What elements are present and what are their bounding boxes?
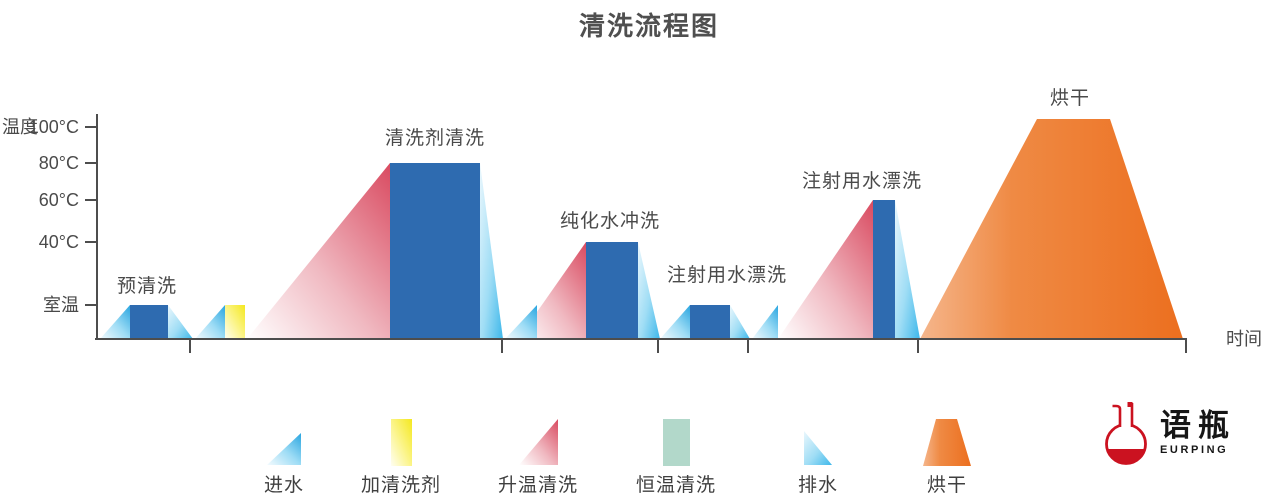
swatch-shape (662, 419, 690, 466)
segment-inlet (660, 305, 690, 339)
legend-label: 加清洗剂 (360, 475, 441, 496)
stage-label: 清洗剂清洗 (385, 127, 485, 149)
swatch-shape (923, 419, 971, 466)
stage-label: 注射用水漂洗 (802, 170, 922, 192)
segment-hold (690, 305, 730, 339)
brand-logo: 语瓶 EURPING (1100, 400, 1236, 466)
swatch-shape (267, 433, 301, 465)
y-axis-title: 温度 (2, 117, 38, 137)
segment-heat (247, 163, 390, 339)
legend-item-inlet: 进水 (224, 408, 344, 497)
y-tick-label: 80°C (39, 153, 79, 173)
legend: 进水 加清洗剂 升温清洗 恒温清洗 排水 烘干 (0, 408, 1268, 499)
segment-hold (390, 163, 480, 339)
segment-drain (168, 305, 193, 339)
y-tick-label: 100°C (29, 117, 79, 137)
legend-swatch-box (662, 408, 690, 466)
segment-inlet (195, 305, 225, 339)
legend-swatch-box (266, 408, 302, 466)
swatch-shape (518, 419, 558, 465)
segment-drain (638, 242, 660, 339)
logo-name: 语瓶 (1160, 408, 1236, 443)
segment-dry (920, 119, 1183, 339)
segment-inlet (100, 305, 130, 339)
process-chart: 100°C 80°C 60°C 40°C 室温 温度 时间 预清洗 清洗剂清洗 纯化水冲洗 注射用… (2, 87, 1262, 353)
legend-item-hold-const: 恒温清洗 (616, 408, 736, 497)
legend-label: 进水 (263, 475, 304, 496)
y-tick-label: 40°C (39, 232, 79, 252)
segment-inlet (505, 305, 537, 339)
drain-swatch-icon (804, 431, 832, 465)
stage-label: 烘干 (1050, 87, 1090, 109)
stage-shapes (100, 119, 1183, 339)
heat-swatch-icon (518, 419, 558, 465)
segment-inlet (752, 305, 778, 339)
stage-label: 注射用水漂洗 (667, 264, 787, 286)
legend-item-dry: 烘干 (887, 408, 1007, 497)
stage-label: 预清洗 (117, 275, 177, 297)
segment-drain (730, 305, 750, 339)
detergent-swatch-icon (390, 419, 412, 466)
y-tick-label: 室温 (43, 295, 79, 315)
swatch-shape (390, 419, 412, 466)
segment-hold (873, 200, 895, 339)
dry-swatch-icon (923, 419, 971, 466)
legend-swatch-box (803, 408, 833, 466)
stage-label: 纯化水冲洗 (560, 210, 660, 232)
logo-subname: EURPING (1160, 444, 1229, 456)
legend-swatch-box (390, 408, 412, 466)
swatch-shape (804, 431, 832, 465)
legend-label: 升温清洗 (497, 475, 578, 496)
legend-item-drain: 排水 (758, 408, 878, 497)
legend-label: 排水 (797, 475, 838, 496)
segment-detergent (225, 305, 245, 339)
page-title: 清洗流程图 (578, 11, 719, 41)
legend-swatch-box (518, 408, 559, 466)
segment-heat (778, 200, 873, 339)
flask-icon (1105, 402, 1147, 465)
segment-hold (586, 242, 638, 339)
segment-drain (895, 200, 920, 339)
segment-drain (480, 163, 503, 339)
hold-const-swatch-icon (662, 419, 690, 466)
segment-hold (130, 305, 168, 339)
legend-label: 烘干 (926, 475, 967, 496)
x-axis-title: 时间 (1226, 329, 1262, 349)
legend-item-heat: 升温清洗 (478, 408, 598, 497)
inlet-swatch-icon (267, 433, 301, 465)
legend-label: 恒温清洗 (635, 475, 716, 496)
legend-swatch-box (923, 408, 971, 466)
y-tick-label: 60°C (39, 190, 79, 210)
legend-item-detergent: 加清洗剂 (341, 408, 461, 497)
